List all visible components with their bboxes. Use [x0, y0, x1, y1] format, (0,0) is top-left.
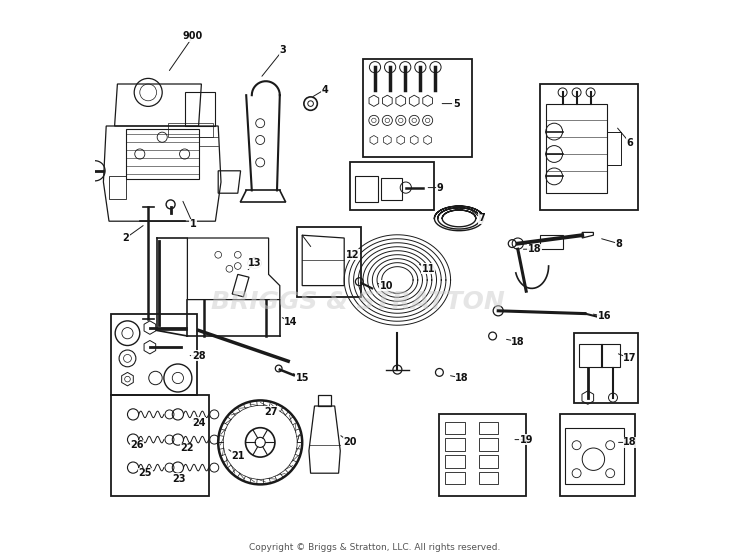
Text: 25: 25 [139, 468, 152, 478]
Bar [111, 314, 197, 395]
Bar [350, 162, 433, 210]
Bar [478, 438, 498, 451]
Text: 18: 18 [528, 244, 542, 254]
Bar [478, 472, 498, 484]
Bar [363, 59, 472, 157]
Bar [168, 123, 212, 137]
Text: 7: 7 [478, 213, 484, 223]
Text: 14: 14 [284, 317, 298, 327]
Bar [440, 414, 526, 496]
Text: 20: 20 [343, 437, 356, 447]
Bar [566, 428, 624, 484]
Text: 12: 12 [346, 250, 359, 260]
Text: 18: 18 [511, 337, 524, 347]
Bar [478, 422, 498, 434]
Text: 13: 13 [248, 258, 261, 268]
Text: 900: 900 [183, 31, 203, 41]
Text: 17: 17 [623, 353, 637, 363]
Text: 1: 1 [190, 219, 196, 229]
Bar [318, 395, 332, 406]
Bar [445, 455, 464, 468]
Bar [478, 455, 498, 468]
Bar [445, 438, 464, 451]
Bar [111, 395, 209, 496]
Text: 24: 24 [192, 418, 206, 428]
Text: 9: 9 [436, 183, 442, 193]
Text: 2: 2 [122, 233, 129, 243]
Text: 10: 10 [380, 281, 393, 291]
Bar [601, 344, 620, 367]
Text: 18: 18 [623, 437, 637, 447]
Text: BRIGGS & STRATTON: BRIGGS & STRATTON [211, 291, 505, 314]
Text: 27: 27 [265, 407, 278, 417]
Bar [356, 176, 378, 202]
Bar [560, 414, 635, 496]
Bar [184, 92, 215, 126]
Text: Copyright © Briggs & Stratton, LLC. All rights reserved.: Copyright © Briggs & Stratton, LLC. All … [249, 543, 501, 552]
Text: 5: 5 [453, 99, 460, 109]
Text: 28: 28 [192, 351, 206, 361]
Text: 22: 22 [181, 443, 194, 453]
Bar [296, 227, 361, 297]
Bar [445, 472, 464, 484]
Bar [540, 235, 562, 249]
Text: 21: 21 [231, 451, 244, 461]
Text: 11: 11 [422, 264, 435, 274]
Bar [109, 176, 126, 199]
Text: 15: 15 [296, 373, 309, 383]
Text: 6: 6 [626, 138, 633, 148]
Text: 16: 16 [598, 311, 611, 321]
Bar [380, 178, 402, 200]
Text: 18: 18 [455, 373, 469, 383]
Text: 23: 23 [172, 474, 186, 484]
Text: 19: 19 [520, 435, 533, 445]
Text: 3: 3 [279, 45, 286, 55]
Bar [546, 104, 608, 193]
Text: 26: 26 [130, 440, 144, 450]
Bar [126, 129, 199, 179]
Text: 8: 8 [615, 239, 622, 249]
Bar [608, 132, 622, 165]
Bar [540, 84, 638, 210]
Text: 4: 4 [321, 85, 328, 95]
Bar [580, 344, 602, 367]
Bar [445, 422, 464, 434]
Bar [574, 333, 638, 403]
